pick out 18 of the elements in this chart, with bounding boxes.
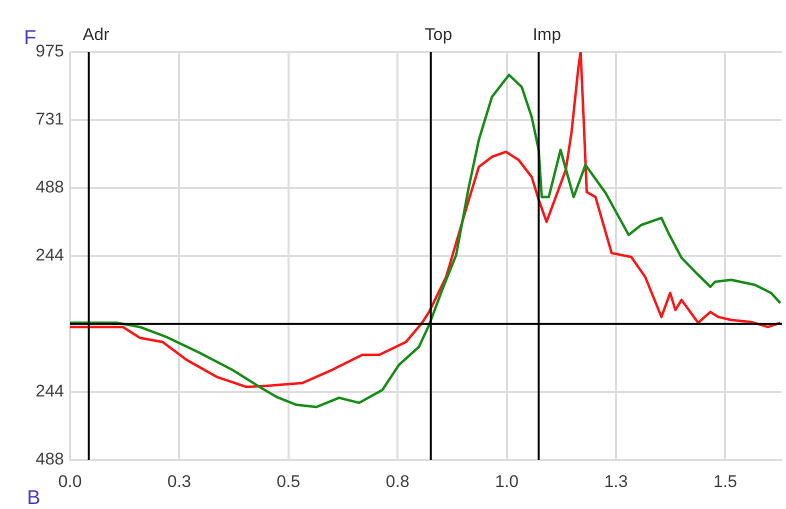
x-tick-label: 0.3 bbox=[167, 472, 192, 491]
y-tick-label: 244 bbox=[36, 382, 64, 401]
x-tick-label: 0.8 bbox=[386, 472, 410, 491]
x-tick-label: 1.5 bbox=[713, 472, 738, 491]
y-tick-label: 244 bbox=[36, 246, 64, 265]
text: F bbox=[24, 27, 36, 49]
x-tick-label: 0.0 bbox=[58, 472, 82, 491]
y-tick-label: 975 bbox=[36, 42, 64, 61]
x-tick-label: 1.0 bbox=[494, 472, 519, 491]
text: B bbox=[27, 487, 40, 509]
x-tick-label: 0.5 bbox=[276, 472, 300, 491]
ref-line-label: Imp bbox=[532, 25, 562, 44]
ref-line-label: Top bbox=[424, 25, 452, 44]
y-tick-label: 731 bbox=[36, 110, 64, 129]
x-tick-label: 1.3 bbox=[604, 472, 628, 491]
y-tick-label: 488 bbox=[36, 178, 64, 196]
ref-line-label: Adr bbox=[82, 25, 110, 44]
y-tick-label: 488 bbox=[36, 450, 64, 469]
